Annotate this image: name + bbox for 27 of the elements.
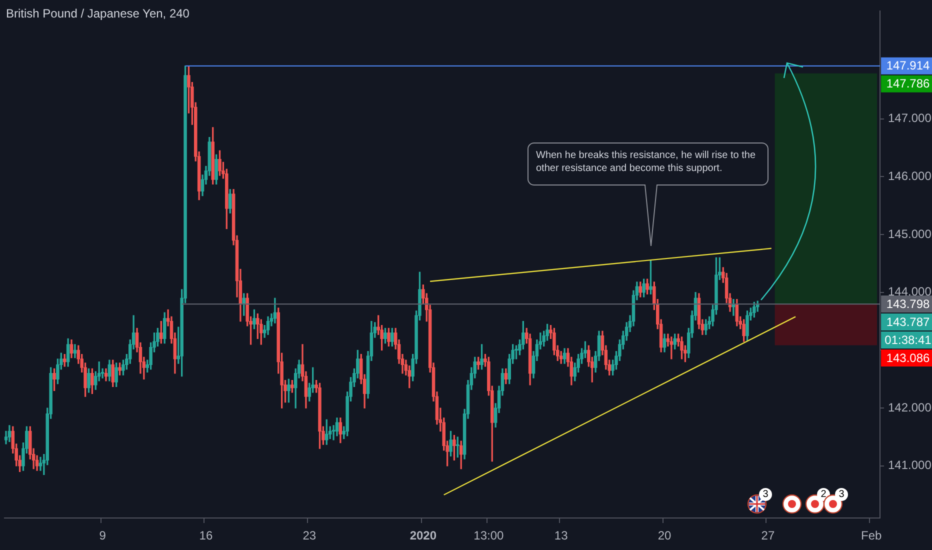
- ref-line-label: 143.798: [886, 296, 930, 311]
- annotation: 3: [835, 488, 848, 501]
- annotation: When he breaks this resistance, he will rise to the other resistance and become this support.: [536, 149, 757, 175]
- band-label: 147.786: [886, 76, 930, 91]
- chart-title: British Pound / Japanese Yen, 240: [6, 6, 190, 20]
- x-tick-label: 16: [199, 528, 213, 543]
- candlestick: [73, 344, 77, 358]
- x-tick-label: 20: [658, 528, 672, 543]
- band-label: 143.086: [886, 350, 930, 365]
- y-tick-label: 142.000: [888, 400, 932, 414]
- x-tick-label: 13: [554, 528, 568, 543]
- y-tick-label: 146.000: [888, 168, 932, 183]
- text: 143.787: [886, 314, 930, 329]
- y-tick-label: 145.000: [888, 226, 932, 241]
- y-tick-label: 147.000: [888, 111, 932, 126]
- x-tick-label: 9: [99, 528, 106, 543]
- y-tick-label: 144.000: [888, 284, 932, 299]
- x-tick-label: 27: [761, 528, 775, 543]
- x-tick-label: Feb: [861, 528, 882, 543]
- y-tick-label: 141.000: [888, 458, 932, 472]
- x-tick-label: 2020: [410, 528, 437, 543]
- ref-line-label: 147.914: [886, 58, 930, 73]
- annotation: 2: [817, 488, 830, 501]
- text: 01:38:41: [884, 332, 932, 347]
- x-tick-label: 23: [302, 528, 316, 543]
- x-tick-label: 13:00: [474, 528, 504, 543]
- annotation: 3: [759, 488, 772, 501]
